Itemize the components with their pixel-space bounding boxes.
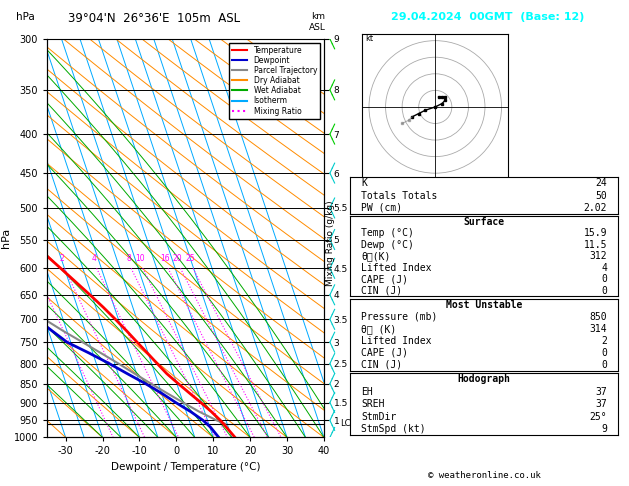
Text: 2.02: 2.02 xyxy=(584,203,607,213)
Text: 25°: 25° xyxy=(589,412,607,422)
Text: 24: 24 xyxy=(595,178,607,189)
Y-axis label: km
ASL: km ASL xyxy=(351,229,372,247)
Text: Most Unstable: Most Unstable xyxy=(446,300,522,310)
Text: 4: 4 xyxy=(92,254,96,263)
Text: 39°04'N  26°36'E  105m  ASL: 39°04'N 26°36'E 105m ASL xyxy=(68,12,240,25)
Text: 312: 312 xyxy=(589,251,607,261)
Text: StmDir: StmDir xyxy=(361,412,396,422)
Text: 2: 2 xyxy=(601,336,607,346)
Text: 50: 50 xyxy=(595,191,607,201)
Text: 37: 37 xyxy=(595,399,607,409)
Text: Mixing Ratio (g/kg): Mixing Ratio (g/kg) xyxy=(326,200,335,286)
X-axis label: Dewpoint / Temperature (°C): Dewpoint / Temperature (°C) xyxy=(111,462,260,472)
Text: CAPE (J): CAPE (J) xyxy=(361,274,408,284)
Text: CAPE (J): CAPE (J) xyxy=(361,348,408,358)
Text: 0: 0 xyxy=(601,286,607,296)
Text: 0: 0 xyxy=(601,360,607,370)
Text: Dewp (°C): Dewp (°C) xyxy=(361,240,414,250)
Text: Totals Totals: Totals Totals xyxy=(361,191,437,201)
Text: kt: kt xyxy=(365,34,374,43)
Y-axis label: hPa: hPa xyxy=(1,228,11,248)
Text: 0: 0 xyxy=(601,348,607,358)
Text: θᴄ (K): θᴄ (K) xyxy=(361,324,396,334)
Text: Surface: Surface xyxy=(464,217,504,227)
Text: CIN (J): CIN (J) xyxy=(361,360,402,370)
Text: 29.04.2024  00GMT  (Base: 12): 29.04.2024 00GMT (Base: 12) xyxy=(391,12,584,22)
Text: © weatheronline.co.uk: © weatheronline.co.uk xyxy=(428,471,541,480)
Text: EH: EH xyxy=(361,387,373,397)
Legend: Temperature, Dewpoint, Parcel Trajectory, Dry Adiabat, Wet Adiabat, Isotherm, Mi: Temperature, Dewpoint, Parcel Trajectory… xyxy=(229,43,320,119)
Text: Hodograph: Hodograph xyxy=(457,375,511,384)
Text: 25: 25 xyxy=(186,254,195,263)
Text: 16: 16 xyxy=(160,254,170,263)
Text: 0: 0 xyxy=(601,274,607,284)
Text: 314: 314 xyxy=(589,324,607,334)
Text: Temp (°C): Temp (°C) xyxy=(361,228,414,239)
Text: km
ASL: km ASL xyxy=(309,12,326,32)
Text: 8: 8 xyxy=(126,254,131,263)
Text: θᴄ(K): θᴄ(K) xyxy=(361,251,391,261)
Text: SREH: SREH xyxy=(361,399,384,409)
Text: 10: 10 xyxy=(135,254,145,263)
Text: 9: 9 xyxy=(601,424,607,434)
Text: Lifted Index: Lifted Index xyxy=(361,336,431,346)
Text: K: K xyxy=(361,178,367,189)
Text: 15.9: 15.9 xyxy=(584,228,607,239)
Text: Lifted Index: Lifted Index xyxy=(361,263,431,273)
Text: 850: 850 xyxy=(589,312,607,322)
Text: 20: 20 xyxy=(173,254,182,263)
Text: hPa: hPa xyxy=(16,12,35,22)
Text: LCL: LCL xyxy=(340,419,355,428)
Text: Pressure (mb): Pressure (mb) xyxy=(361,312,437,322)
Text: 2: 2 xyxy=(60,254,64,263)
Text: CIN (J): CIN (J) xyxy=(361,286,402,296)
Text: 37: 37 xyxy=(595,387,607,397)
Text: PW (cm): PW (cm) xyxy=(361,203,402,213)
Text: 4: 4 xyxy=(601,263,607,273)
Text: StmSpd (kt): StmSpd (kt) xyxy=(361,424,426,434)
Text: 11.5: 11.5 xyxy=(584,240,607,250)
